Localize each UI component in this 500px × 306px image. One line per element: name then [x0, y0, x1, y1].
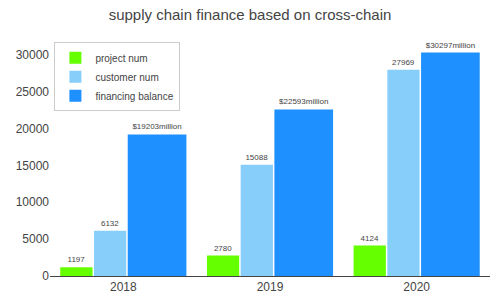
svg-text:6132: 6132	[101, 219, 119, 228]
svg-text:2019: 2019	[257, 280, 284, 294]
svg-text:2780: 2780	[214, 244, 232, 253]
svg-text:$22593million: $22593million	[279, 97, 328, 106]
svg-text:25000: 25000	[16, 85, 50, 99]
svg-text:1197: 1197	[68, 255, 86, 264]
svg-text:4124: 4124	[361, 234, 379, 243]
svg-text:$30297million: $30297million	[426, 41, 475, 50]
svg-text:supply chain finance based on: supply chain finance based on cross-chai…	[109, 6, 392, 23]
svg-text:5000: 5000	[22, 232, 49, 246]
svg-text:15088: 15088	[245, 153, 268, 162]
svg-text:0: 0	[42, 269, 49, 283]
svg-text:customer num: customer num	[95, 72, 158, 83]
svg-text:2020: 2020	[403, 280, 430, 294]
svg-text:27969: 27969	[392, 58, 415, 67]
svg-text:2018: 2018	[110, 280, 137, 294]
svg-text:15000: 15000	[16, 159, 50, 173]
svg-text:20000: 20000	[16, 122, 50, 136]
svg-text:$19203million: $19203million	[132, 122, 181, 131]
svg-text:project num: project num	[95, 53, 147, 64]
svg-text:10000: 10000	[16, 195, 50, 209]
svg-text:30000: 30000	[16, 48, 50, 62]
svg-text:financing balance: financing balance	[95, 91, 173, 102]
